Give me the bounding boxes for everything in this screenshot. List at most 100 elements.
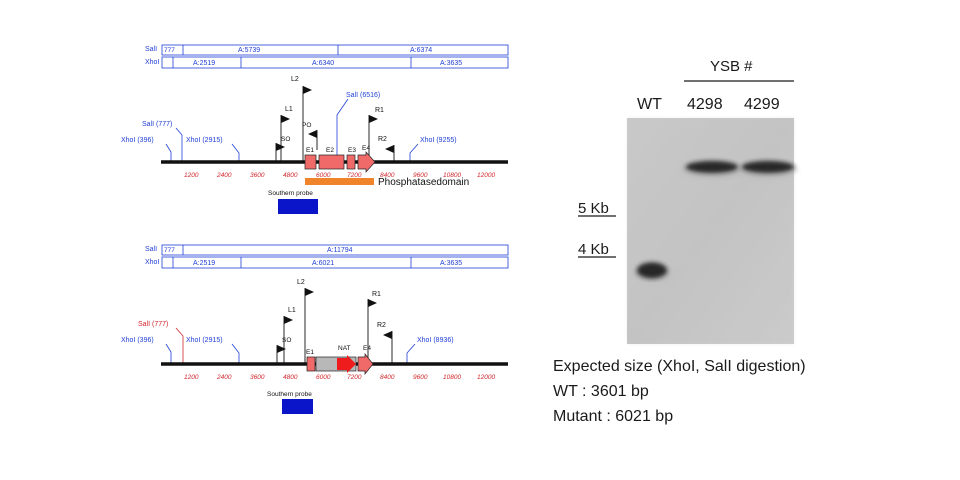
mut-e4-arrow-icon (357, 353, 374, 375)
wt-tick: 6000 (316, 172, 331, 179)
wt-primer-l2-flag-icon (303, 86, 312, 94)
wt-scale-ticks: 1200 2400 3600 4800 6000 7200 8400 9600 … (184, 172, 495, 179)
wt-primer-l1-label: L1 (285, 106, 293, 113)
mut-primer-so-flag-icon (277, 345, 286, 353)
mut-xhoi-bar-cell-3: A:3635 (440, 260, 462, 267)
wt-primer-r2-flag-icon (385, 145, 394, 153)
blot-group-label: YSB # (710, 58, 753, 75)
caption-line-1: Expected size (XhoI, SalI digestion) (553, 358, 806, 375)
mut-primer-l1-label: L1 (288, 307, 296, 314)
mut-xhoi-bar-cell-1: A:2519 (193, 260, 215, 267)
wt-exon-e1-label: E1 (306, 147, 314, 154)
mut-sall-bar-cell-1: A:11794 (327, 247, 353, 254)
blot-band-lane-2 (686, 161, 738, 173)
wt-sall-bar-777: 777 (164, 47, 175, 54)
mut-primer-so-label: SO (282, 337, 291, 344)
wt-xhoi-bar-cell-1: A:2519 (193, 60, 215, 67)
mut-scale-ticks: 1200 2400 3600 4800 6000 7200 8400 9600 … (184, 374, 495, 381)
wt-tick: 1200 (184, 172, 199, 179)
wt-tick: 3600 (250, 172, 265, 179)
mut-primer-l1-flag-icon (284, 316, 293, 324)
wt-phosphatase-domain-bar (305, 178, 374, 185)
mut-nat-arrow-icon (337, 355, 356, 373)
mut-primers: L2 L1 SO R1 R2 (276, 279, 393, 364)
wt-tick: 12000 (477, 172, 495, 179)
mut-xhoi-bar-enzyme: XhoI (145, 259, 159, 266)
lane-label-4298: 4298 (687, 96, 723, 113)
wt-site-xhoi-396: XhoI (396) (121, 137, 154, 144)
wt-primer-l1-flag-icon (281, 115, 290, 123)
expected-size-caption: Expected size (XhoI, SalI digestion) WT … (553, 358, 806, 425)
mut-site-xhoi-396: XhoI (396) (121, 337, 154, 344)
mut-primer-r2-label: R2 (377, 322, 386, 329)
mut-primer-r2-flag-icon (383, 331, 392, 339)
mut-site-sall-777: SalI (777) (138, 321, 168, 328)
wt-tick: 9600 (413, 172, 428, 179)
mut-tick: 6000 (316, 374, 331, 381)
mut-restriction-sites: SalI (777) XhoI (396) XhoI (2915) XhoI (… (121, 321, 454, 364)
mut-site-xhoi-8936: XhoI (8936) (417, 337, 454, 344)
mut-tick: 2400 (216, 374, 232, 381)
mut-cassette: E1 NAT E4 (306, 345, 374, 375)
wt-primer-po-label: PO (302, 122, 311, 129)
lane-label-4299: 4299 (744, 96, 780, 113)
caption-line-2: WT : 3601 bp (553, 383, 649, 400)
wt-tick: 10800 (443, 172, 461, 179)
wt-xhoi-bar-cell-2: A:6340 (312, 60, 334, 67)
mut-tick: 8400 (380, 374, 395, 381)
southern-blot-panel: YSB # WT 4298 4299 5 Kb 4 Kb (578, 58, 798, 344)
wt-xhoi-fragment-bar: XhoI A:2519 A:6340 A:3635 (145, 56, 509, 69)
wt-southern-probe-label: Southern probe (268, 190, 313, 197)
wt-primer-po-flag-icon (308, 130, 317, 138)
mut-nat-label: NAT (338, 345, 351, 352)
mut-tick: 7200 (347, 374, 362, 381)
mut-southern-probe-label: Southern probe (267, 391, 312, 398)
mut-tick: 12000 (477, 374, 495, 381)
wt-xhoi-bar-enzyme: XhoI (145, 59, 159, 66)
wt-exon-e3-label: E3 (348, 147, 356, 154)
wt-tick: 8400 (380, 172, 395, 179)
wt-restriction-sites: SalI (777) XhoI (396) XhoI (2915) SalI (… (121, 92, 457, 162)
mut-tick: 4800 (283, 374, 298, 381)
marker-4kb-label: 4 Kb (578, 241, 609, 258)
mut-xhoi-fragment-bar: XhoI A:2519 A:6021 A:3635 (145, 256, 509, 269)
wt-e4-arrow-icon (357, 151, 376, 173)
lane-label-wt: WT (637, 96, 662, 113)
wt-primer-r2-label: R2 (378, 136, 387, 143)
mut-primer-r1-label: R1 (372, 291, 381, 298)
wt-exon-e4-label: E4 (362, 145, 370, 152)
mut-tick: 3600 (250, 374, 265, 381)
mut-exon-e1-label: E1 (306, 349, 314, 356)
wt-southern-probe-box (278, 199, 318, 214)
wt-exons: E1 E2 E3 E4 (304, 145, 376, 173)
wt-primer-l2-label: L2 (291, 76, 299, 83)
wt-sall-bar-cell-2: A:6374 (410, 47, 432, 54)
mut-sall-fragment-bar: SalI 777 A:11794 (145, 244, 509, 256)
mut-tick: 10800 (443, 374, 461, 381)
wt-primers: L2 L1 SO PO R1 R2 (275, 76, 395, 162)
wt-phosphatase-domain-label: Phosphatasedomain (378, 177, 469, 188)
wt-site-xhoi-2915: XhoI (2915) (186, 137, 223, 144)
wt-tick: 4800 (283, 172, 298, 179)
wt-exon-e2-label: E2 (326, 147, 334, 154)
wt-primer-so-label: SO (281, 136, 290, 143)
mut-exon-e4-label: E4 (363, 345, 371, 352)
blot-band-lane-3 (742, 161, 794, 173)
wt-sall-fragment-bar: SalI 777 A:5739 A:6374 (145, 44, 509, 56)
mutant-locus-map: SalI 777 A:11794 XhoI A:2519 A:6021 A:36… (121, 244, 509, 414)
wt-xhoi-bar-cell-3: A:3635 (440, 60, 462, 67)
wt-sall-bar-enzyme: SalI (145, 46, 157, 53)
mut-sall-bar-enzyme: SalI (145, 246, 157, 253)
wt-site-sall-6516: SalI (6516) (346, 92, 380, 99)
wt-site-xhoi-9255: XhoI (9255) (420, 137, 457, 144)
mut-xhoi-bar-cell-2: A:6021 (312, 260, 334, 267)
wt-tick: 2400 (216, 172, 232, 179)
mut-primer-l2-flag-icon (305, 288, 314, 296)
mut-sall-bar-777: 777 (164, 247, 175, 254)
wt-primer-so-flag-icon (276, 143, 285, 151)
caption-line-3: Mutant : 6021 bp (553, 408, 673, 425)
mut-tick: 9600 (413, 374, 428, 381)
wt-primer-r1-label: R1 (375, 107, 384, 114)
mut-tick: 1200 (184, 374, 199, 381)
